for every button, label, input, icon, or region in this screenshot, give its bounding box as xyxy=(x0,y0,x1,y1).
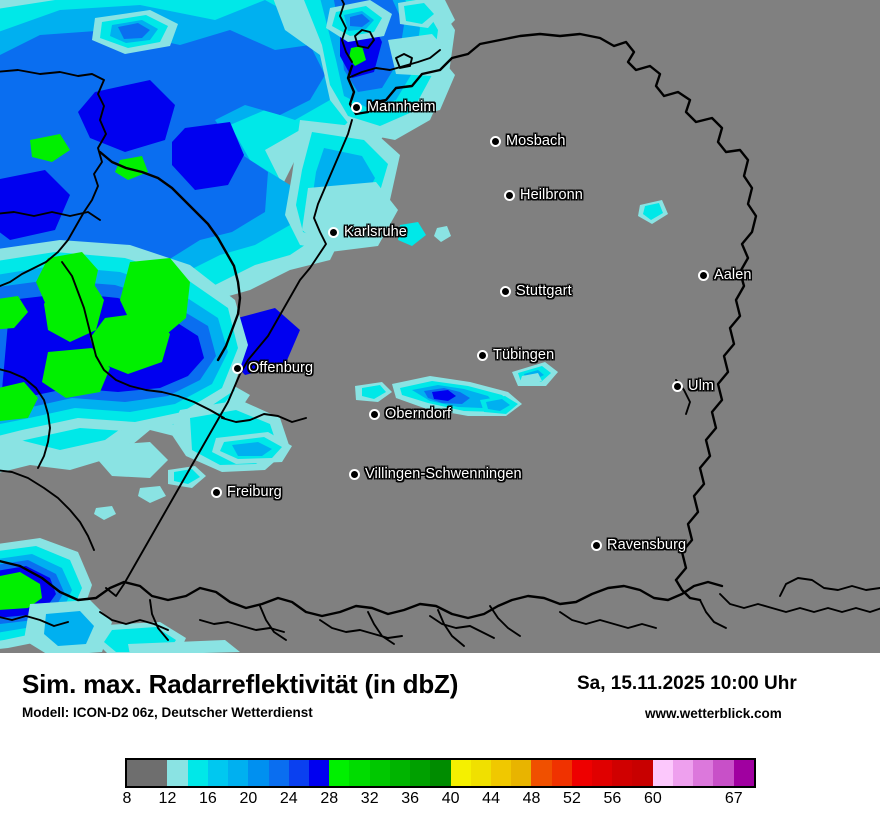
colorbar-segment xyxy=(490,760,512,786)
colorbar-segment xyxy=(410,760,431,786)
colorbar-segment xyxy=(693,760,714,786)
country-border-lines xyxy=(0,0,880,647)
city-marker[interactable]: Karlsruhe xyxy=(328,224,407,240)
city-dot-icon xyxy=(698,269,709,281)
colorbar-tick: 48 xyxy=(522,790,541,807)
website-credit: www.wetterblick.com xyxy=(645,706,782,721)
colorbar-tick: 12 xyxy=(158,790,177,807)
radar-map[interactable]: Mannheim Mosbach Heilbronn Karlsruhe Aal… xyxy=(0,0,880,653)
colorbar-gradient xyxy=(125,758,756,788)
city-label: Mosbach xyxy=(506,133,566,149)
forecast-timestamp: Sa, 15.11.2025 10:00 Uhr xyxy=(577,673,797,694)
city-label: Offenburg xyxy=(248,360,314,376)
city-marker[interactable]: Offenburg xyxy=(232,360,313,376)
colorbar-segment xyxy=(268,760,289,786)
colorbar-segment xyxy=(652,760,673,786)
city-marker[interactable]: Ulm xyxy=(672,378,714,394)
colorbar-segment xyxy=(612,760,633,786)
colorbar-segment xyxy=(551,760,572,786)
colorbar-segment xyxy=(228,760,249,786)
colorbar-tick-labels: 8 12 16 20 24 28 32 36 40 44 48 52 56 60 67 xyxy=(122,790,756,814)
colorbar-tick: 40 xyxy=(441,790,460,807)
colorbar-segment xyxy=(571,760,593,786)
city-dot-icon xyxy=(349,468,360,480)
city-label: Aalen xyxy=(714,267,752,283)
colorbar-tick: 20 xyxy=(239,790,258,807)
colorbar-segment xyxy=(288,760,309,786)
colorbar-tick: 67 xyxy=(724,790,743,807)
city-dot-icon xyxy=(232,362,243,374)
colorbar-segment xyxy=(430,760,451,786)
city-label: Villingen-Schwenningen xyxy=(365,466,522,482)
city-label: Karlsruhe xyxy=(344,224,407,240)
city-label: Ulm xyxy=(688,378,715,394)
colorbar-segment xyxy=(531,760,552,786)
city-marker[interactable]: Mannheim xyxy=(351,99,436,115)
city-marker[interactable]: Villingen-Schwenningen xyxy=(349,466,522,482)
city-dot-icon xyxy=(500,285,511,297)
city-marker[interactable]: Heilbronn xyxy=(504,187,583,203)
city-label: Oberndorf xyxy=(385,406,452,422)
colorbar-tick: 8 xyxy=(122,790,132,807)
city-dot-icon xyxy=(477,349,488,361)
colorbar-tick: 28 xyxy=(320,790,339,807)
colorbar-segment xyxy=(389,760,411,786)
city-label: Ravensburg xyxy=(607,537,687,553)
colorbar-tick: 56 xyxy=(603,790,622,807)
colorbar-tick: 32 xyxy=(360,790,379,807)
colorbar-segment xyxy=(592,760,613,786)
city-marker[interactable]: Ravensburg xyxy=(591,537,686,553)
city-dot-icon xyxy=(672,380,683,392)
city-marker[interactable]: Freiburg xyxy=(211,484,282,500)
colorbar-segment xyxy=(127,760,148,786)
colorbar-segment xyxy=(207,760,229,786)
colorbar-tick: 52 xyxy=(563,790,581,807)
colorbar-tick: 24 xyxy=(279,790,298,807)
city-dot-icon xyxy=(490,135,501,147)
colorbar-segment xyxy=(632,760,653,786)
city-marker[interactable]: Stuttgart xyxy=(500,283,572,299)
colorbar-tick: 44 xyxy=(482,790,500,807)
colorbar-segment xyxy=(713,760,734,786)
city-marker[interactable]: Oberndorf xyxy=(369,406,451,422)
city-label: Stuttgart xyxy=(516,283,572,299)
colorbar-segment xyxy=(248,760,269,786)
page-title: Sim. max. Radarreflektivität (in dbZ) xyxy=(22,669,459,699)
colorbar-segment xyxy=(672,760,694,786)
colorbar-segment xyxy=(167,760,188,786)
colorbar-segment xyxy=(329,760,350,786)
colorbar-tick: 60 xyxy=(643,790,662,807)
colorbar-segment xyxy=(733,760,754,786)
city-dot-icon xyxy=(504,189,515,201)
model-subtitle: Modell: ICON-D2 06z, Deutscher Wetterdie… xyxy=(22,705,313,720)
legend-footer: Sim. max. Radarreflektivität (in dbZ) Mo… xyxy=(0,653,880,830)
colorbar-tick: 36 xyxy=(401,790,420,807)
city-dot-icon xyxy=(369,408,380,420)
city-marker[interactable]: Aalen xyxy=(698,267,752,283)
colorbar-segment xyxy=(470,760,491,786)
colorbar-segment xyxy=(349,760,370,786)
city-dot-icon xyxy=(351,101,362,113)
colorbar-tick: 16 xyxy=(198,790,217,807)
city-marker[interactable]: Mosbach xyxy=(490,133,566,149)
colorbar-segment xyxy=(308,760,330,786)
city-dot-icon xyxy=(328,226,339,238)
city-dot-icon xyxy=(211,486,222,498)
city-label: Freiburg xyxy=(227,484,282,500)
colorbar-legend: 8 12 16 20 24 28 32 36 40 44 48 52 56 60 67 xyxy=(123,758,756,807)
city-label: Tübingen xyxy=(493,347,555,363)
colorbar-segment xyxy=(450,760,471,786)
colorbar-segment xyxy=(147,760,168,786)
city-marker[interactable]: Tübingen xyxy=(477,347,554,363)
city-label: Mannheim xyxy=(367,99,436,115)
colorbar-segment xyxy=(369,760,390,786)
city-label: Heilbronn xyxy=(520,187,583,203)
colorbar-segment xyxy=(187,760,208,786)
colorbar-segment xyxy=(511,760,532,786)
city-dot-icon xyxy=(591,539,602,551)
